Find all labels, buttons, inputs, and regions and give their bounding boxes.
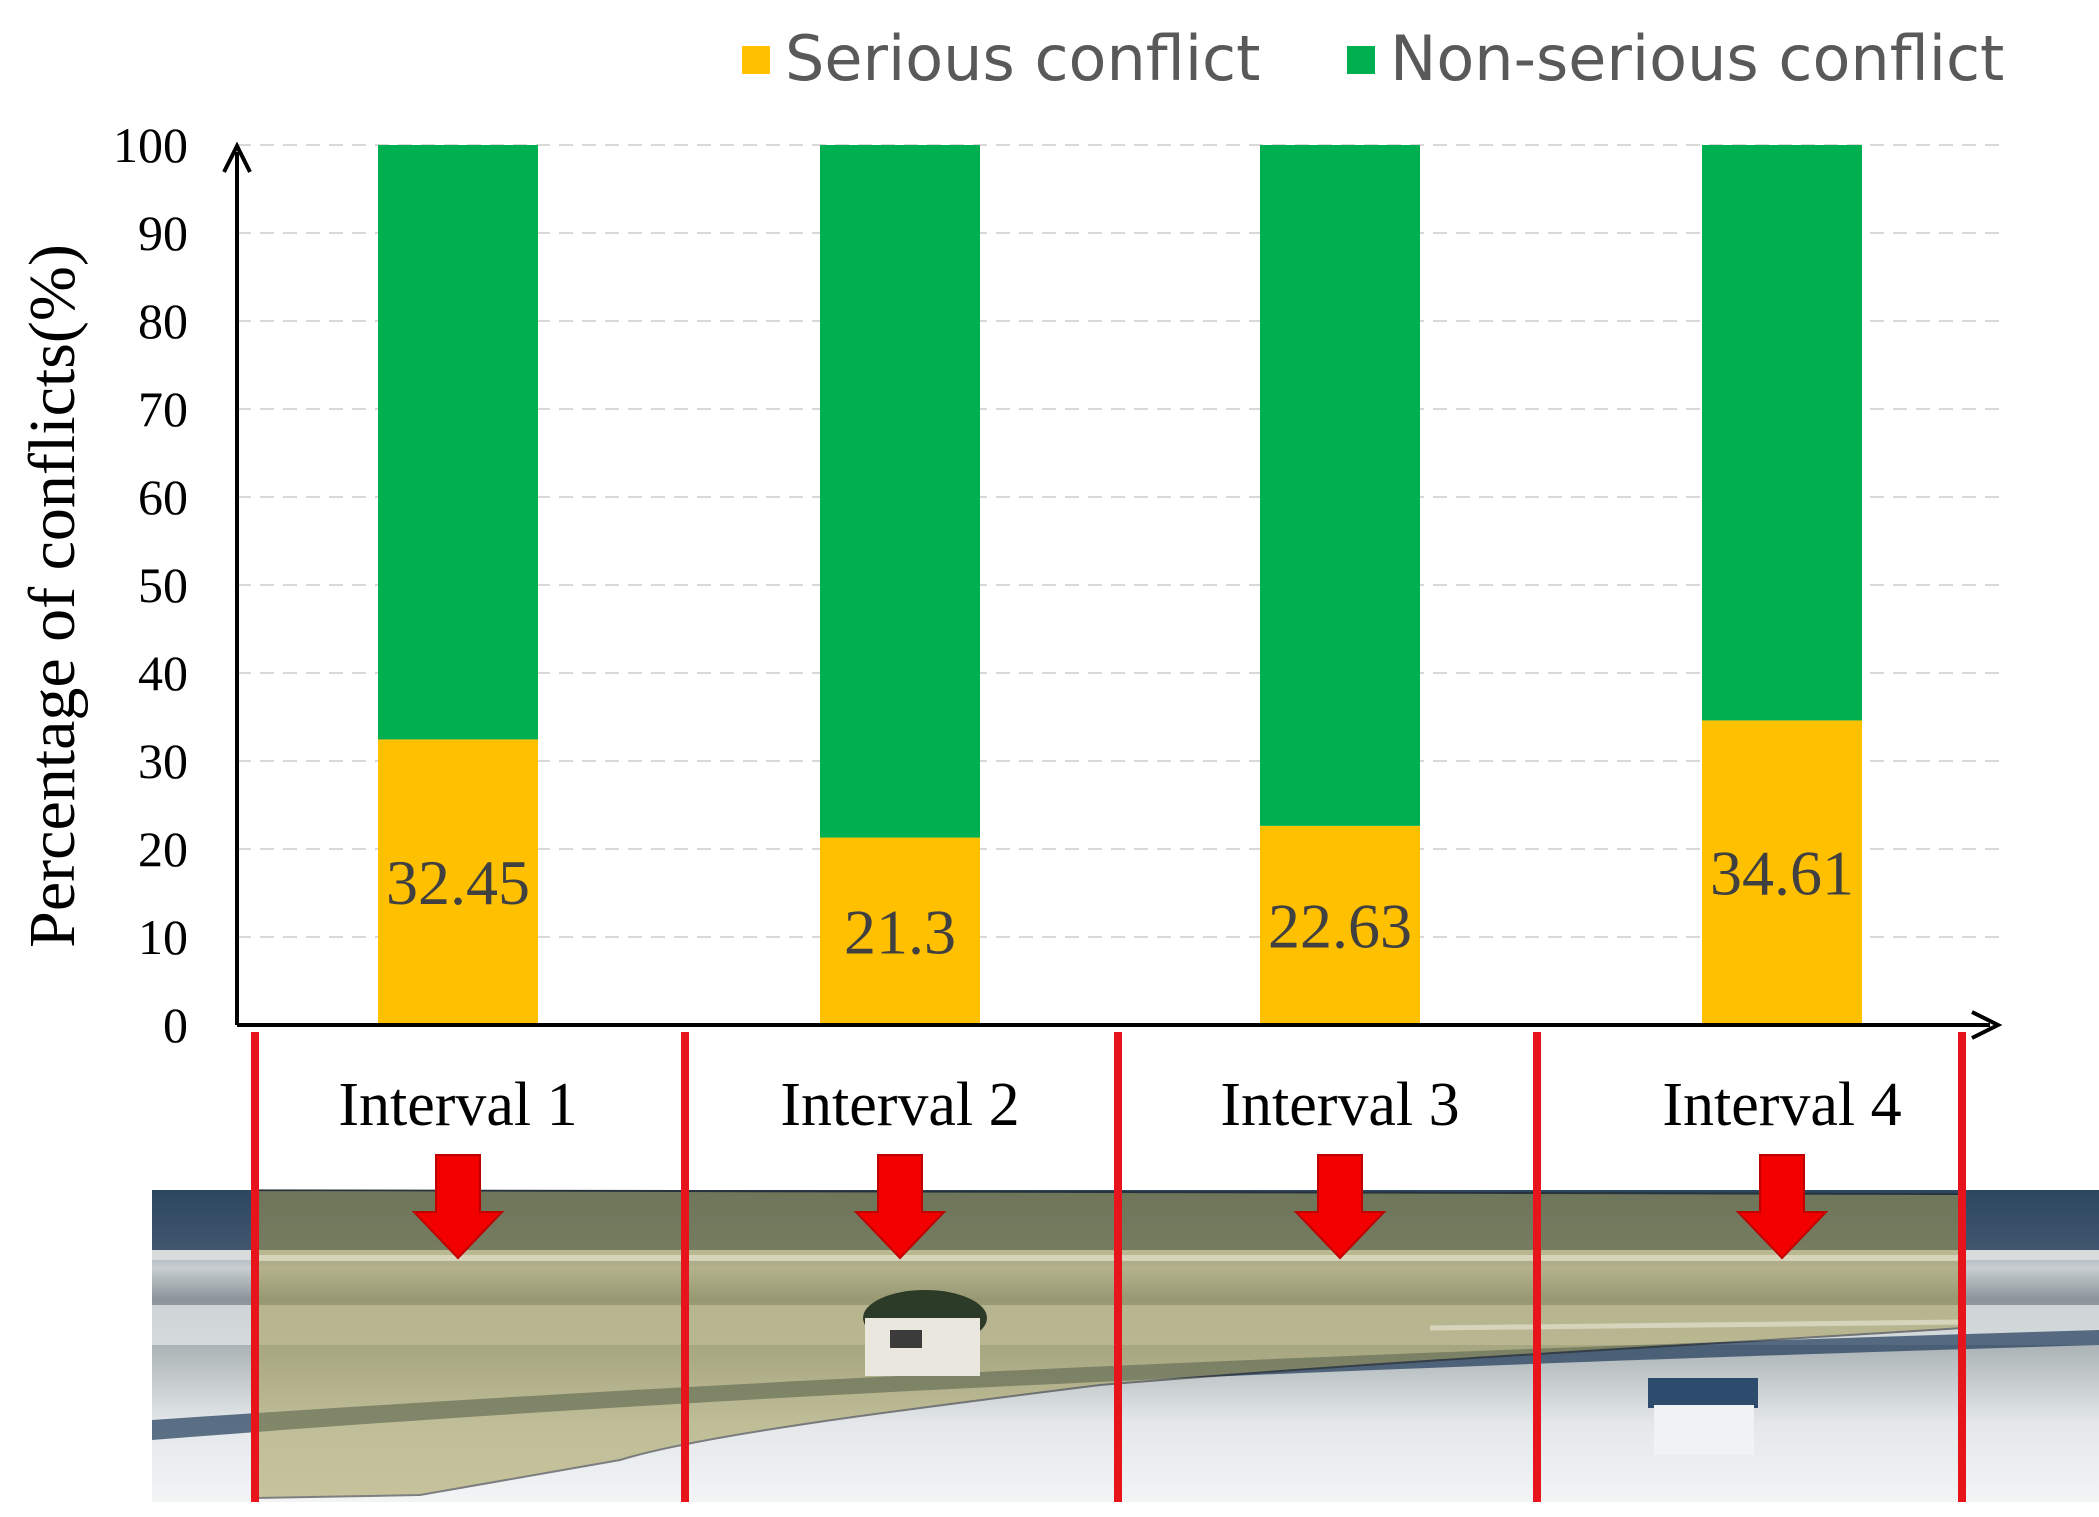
interval-label-1: Interval 1 xyxy=(338,1071,577,1139)
y-tick-label: 30 xyxy=(138,733,188,789)
legend: Serious conflict Non-serious conflict xyxy=(742,22,2004,95)
bar-non-serious-4 xyxy=(1702,145,1862,721)
legend-swatch-serious xyxy=(742,46,770,74)
down-arrow-icon xyxy=(1293,1154,1387,1260)
building-icon xyxy=(863,1290,987,1376)
legend-label-non-serious: Non-serious conflict xyxy=(1390,22,2004,95)
y-tick-label: 40 xyxy=(138,645,188,701)
interval-label-2: Interval 2 xyxy=(780,1071,1019,1139)
down-arrow-icon xyxy=(853,1154,947,1260)
y-tick-label: 0 xyxy=(163,997,188,1053)
y-tick-label: 60 xyxy=(138,469,188,525)
bar-serious-4 xyxy=(1702,720,1862,1025)
axes xyxy=(222,141,2003,1040)
building-icon xyxy=(1648,1378,1758,1455)
y-tick-label: 20 xyxy=(138,821,188,877)
y-axis-label: Percentage of conflicts(%) xyxy=(16,244,89,948)
gridlines xyxy=(237,144,2000,938)
y-tick-label: 50 xyxy=(138,557,188,613)
bar-serious-2 xyxy=(820,837,980,1025)
interval-label-4: Interval 4 xyxy=(1662,1071,1901,1139)
interval-arrows xyxy=(411,1154,1829,1260)
data-label-1: 32.45 xyxy=(386,847,530,918)
down-arrow-icon xyxy=(1735,1154,1829,1260)
interval-label-3: Interval 3 xyxy=(1220,1071,1459,1139)
data-label-2: 21.3 xyxy=(844,896,956,967)
interval-dividers xyxy=(251,1032,1966,1502)
y-tick-label: 100 xyxy=(113,117,188,173)
y-tick-label: 80 xyxy=(138,293,188,349)
interval-labels: Interval 1 Interval 2 Interval 3 Interval 4 xyxy=(338,1071,1901,1139)
bar-serious-1 xyxy=(378,739,538,1025)
x-axis-arrow-icon xyxy=(1971,1010,2003,1040)
data-labels: 32.45 21.3 22.63 34.61 xyxy=(386,838,1854,968)
down-arrow-icon xyxy=(411,1154,505,1260)
y-tick-label: 90 xyxy=(138,205,188,261)
y-tick-label: 10 xyxy=(138,909,188,965)
bar-non-serious-2 xyxy=(820,145,980,838)
y-tick-labels: 0 10 20 30 40 50 60 70 80 90 100 xyxy=(113,117,188,1053)
legend-label-serious: Serious conflict xyxy=(785,22,1260,95)
bar-non-serious-3 xyxy=(1260,145,1420,826)
bar-non-serious-1 xyxy=(378,145,538,740)
data-label-4: 34.61 xyxy=(1710,838,1854,909)
y-tick-label: 70 xyxy=(138,381,188,437)
legend-swatch-non-serious xyxy=(1347,46,1375,74)
bars xyxy=(378,145,1862,1025)
y-axis-arrow-icon xyxy=(222,141,252,173)
data-label-3: 22.63 xyxy=(1268,890,1412,961)
bar-serious-3 xyxy=(1260,825,1420,1025)
